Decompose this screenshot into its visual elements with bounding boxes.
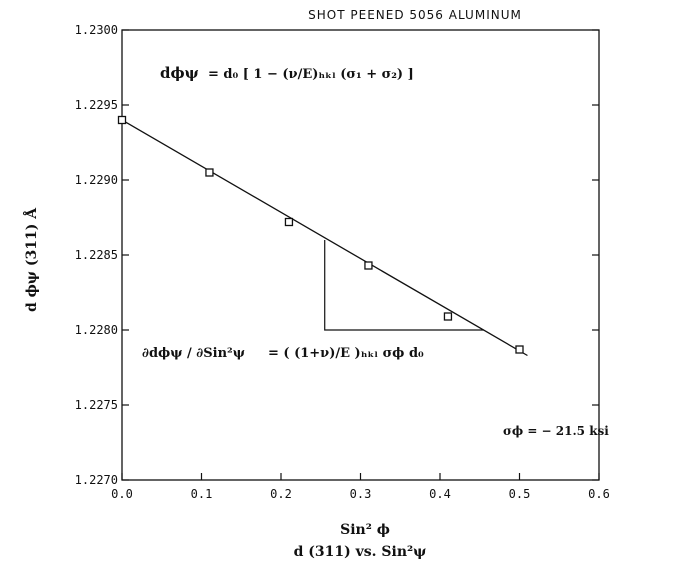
plot-frame [121, 29, 600, 481]
data-point [284, 217, 294, 227]
equation-2-lhs: ∂dϕψ / ∂Sin²ψ [142, 346, 245, 361]
y-axis-label: d ϕψ (311) Å [22, 207, 40, 312]
fit-line [121, 119, 528, 357]
x-tick-label: 0.5 [509, 487, 531, 501]
data-point [443, 312, 453, 321]
x-tick-label: 0.1 [191, 487, 213, 501]
slope-triangle [324, 240, 484, 331]
x-tick-label: 0.4 [429, 487, 451, 501]
chart-title: SHOT PEENED 5056 ALUMINUM [308, 8, 522, 22]
x-tick-label: 0.3 [350, 487, 372, 501]
y-tick-label: 1.2270 [75, 473, 118, 487]
data-point [205, 168, 214, 177]
stress-annotation: σϕ = − 21.5 ksi [503, 424, 609, 438]
data-point [364, 261, 373, 270]
equation-2-rhs: = ( (1+ν)/E )ₕₖₗ σϕ d₀ [268, 346, 424, 361]
x-tick-label: 0.6 [588, 487, 610, 501]
data-point [515, 345, 524, 354]
data-point [117, 115, 127, 125]
y-tick-label: 1.2300 [75, 23, 118, 37]
data-points [117, 115, 524, 354]
equation-1-lhs: dϕψ [160, 64, 199, 82]
equation-1-rhs: = d₀ [ 1 − (ν/E)ₕₖₗ (σ₁ + σ₂) ] [208, 67, 414, 82]
y-tick-label: 1.2290 [75, 173, 118, 187]
x-axis-ticks: 0.0 0.1 0.2 0.3 0.4 0.5 0.6 [111, 473, 610, 501]
figure-caption: d (311) vs. Sin²ψ [294, 544, 427, 560]
y-tick-label: 1.2275 [75, 398, 118, 412]
y-tick-label: 1.2280 [75, 323, 118, 337]
x-tick-label: 0.2 [270, 487, 292, 501]
x-tick-label: 0.0 [111, 487, 133, 501]
y-axis-ticks: 1.2270 1.2275 1.2280 1.2285 1.2290 1.2295 1.23… [75, 23, 599, 487]
y-tick-label: 1.2285 [75, 248, 118, 262]
y-tick-label: 1.2295 [75, 98, 118, 112]
x-axis-label: Sin² ϕ [340, 522, 390, 538]
